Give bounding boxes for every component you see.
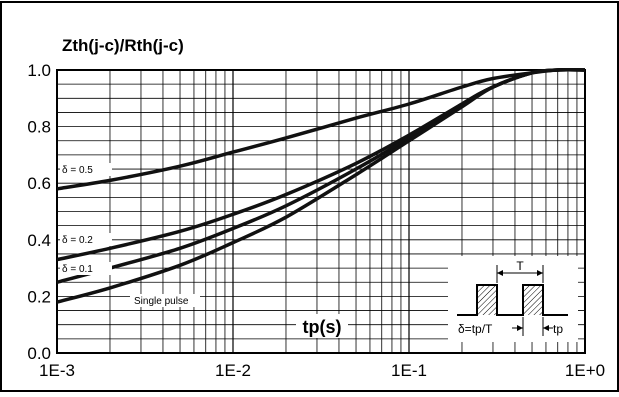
plot-frame [56, 69, 586, 354]
y-tick-label: 0.4 [27, 231, 51, 250]
annot-bg-single [130, 294, 200, 307]
tp-label: tp [553, 322, 563, 336]
tp-arrowhead-right [543, 325, 549, 331]
series-label-delta-0.2: δ = 0.2 [62, 235, 93, 246]
x-tick-label: 1E-2 [215, 361, 251, 380]
series-layer [56, 68, 586, 304]
pulse-1-fill [477, 285, 497, 315]
tp-arrowhead-left [517, 325, 523, 331]
pulse-2-fill [523, 285, 543, 315]
x-tick-label: 1E+0 [565, 361, 605, 380]
duty-formula: δ=tp/T [458, 322, 493, 336]
period-arrowhead-right [537, 270, 543, 276]
annot-bg-0.5 [60, 163, 112, 176]
y-tick-label: 0.6 [27, 174, 51, 193]
period-arrowhead-left [497, 270, 503, 276]
y-axis-label: Zth(j-c)/Rth(j-c) [62, 36, 184, 55]
series-line-3 [56, 68, 586, 304]
y-tick-label: 1.0 [27, 61, 51, 80]
series-label-delta-0.5: δ = 0.5 [62, 165, 93, 176]
y-tick-label: 0.0 [27, 344, 51, 363]
pulse-inset: T δ=tp/T tp [448, 256, 578, 342]
x-axis-label-bg [296, 314, 348, 338]
x-tick-label: 1E-3 [39, 361, 75, 380]
series-label-single-pulse: Single pulse [134, 296, 189, 307]
x-tick-label: 1E-1 [391, 361, 427, 380]
x-axis-label: tp(s) [303, 317, 342, 337]
series-label-delta-0.1: δ = 0.1 [62, 264, 93, 275]
annot-bg-0.1 [60, 262, 112, 275]
series-line-0 [56, 68, 586, 191]
y-tick-label: 0.8 [27, 118, 51, 137]
pulse-waveform [457, 284, 568, 316]
y-tick-label: 0.2 [27, 287, 51, 306]
annot-bg-0.2 [60, 233, 112, 246]
period-label: T [516, 259, 524, 273]
tick-labels: 1E-3 1E-2 1E-1 1E+0 0.0 0.2 0.4 0.6 0.8 1.0 [27, 61, 605, 380]
